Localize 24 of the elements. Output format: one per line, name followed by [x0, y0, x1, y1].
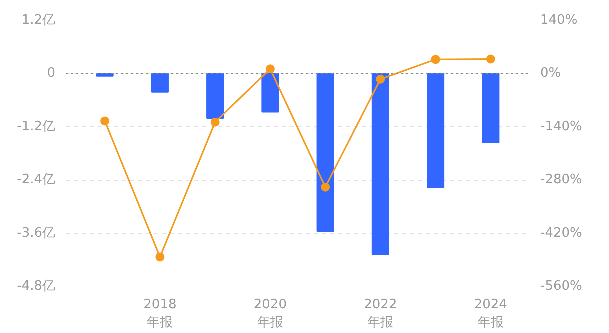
point [100, 116, 110, 126]
y-tick-label: -2.4亿 [17, 172, 56, 188]
point [376, 74, 386, 84]
point [156, 252, 165, 262]
y-tick-label: -1.2亿 [17, 119, 56, 134]
point [210, 118, 220, 127]
x-tick-label: 2022 年报 [364, 298, 398, 330]
point [321, 182, 330, 192]
y2-tick-label: -280% [540, 172, 582, 188]
y2-tick-label: -140% [540, 119, 582, 134]
x-tick-label: 2024 年报 [474, 298, 508, 330]
y2-tick-label: -560% [540, 279, 582, 294]
point [486, 54, 496, 64]
y-tick-label: -4.8亿 [17, 279, 56, 294]
x-tick-label: 2020 年报 [254, 298, 287, 330]
y2-tick-label: -420% [540, 226, 582, 241]
y-tick-label: -3.6亿 [17, 226, 56, 241]
y2-tick-label: 0% [540, 66, 562, 82]
y2-tick-label: 140% [540, 13, 578, 28]
y-tick-label: 1.2亿 [22, 13, 56, 28]
point [266, 64, 275, 74]
y-tick-label: 0 [47, 66, 56, 82]
point [431, 55, 440, 64]
x-tick-label: 2018 年报 [144, 298, 177, 330]
